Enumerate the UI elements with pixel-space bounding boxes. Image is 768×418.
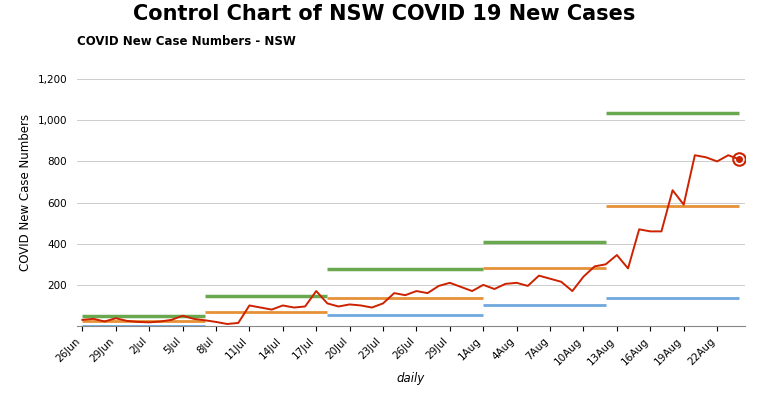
Text: COVID New Case Numbers - NSW: COVID New Case Numbers - NSW bbox=[77, 35, 296, 48]
Text: Control Chart of NSW COVID 19 New Cases: Control Chart of NSW COVID 19 New Cases bbox=[133, 4, 635, 24]
Y-axis label: COVID New Case Numbers: COVID New Case Numbers bbox=[19, 114, 32, 271]
X-axis label: daily: daily bbox=[397, 372, 425, 385]
